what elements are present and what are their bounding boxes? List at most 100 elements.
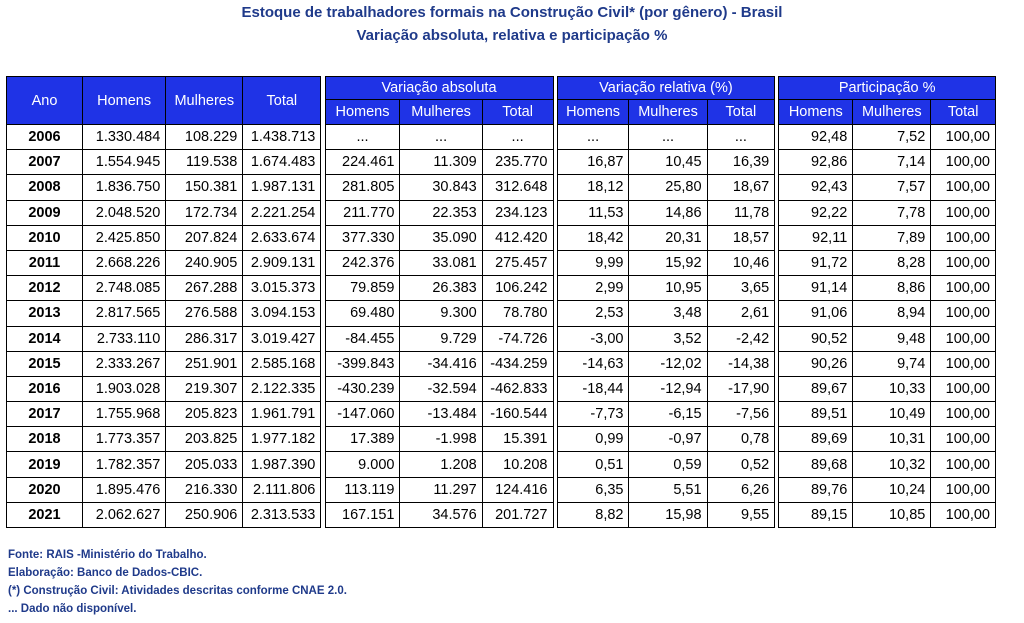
cell-pm: 7,52 <box>852 123 932 151</box>
cell-rh: 11,53 <box>556 199 630 226</box>
cell-at: -462.833 <box>481 375 554 403</box>
cell-m: 108.229 <box>165 123 244 151</box>
cell-pt: 100,00 <box>930 350 996 377</box>
cell-am: 26.383 <box>399 275 483 302</box>
cell-year: 2011 <box>6 249 83 277</box>
cell-ph: 90,52 <box>778 325 854 352</box>
cell-rm: 3,48 <box>628 300 708 327</box>
cell-pt: 100,00 <box>930 451 996 478</box>
cell-am: 9.729 <box>399 325 483 352</box>
subheader-part-total: Total <box>930 99 996 125</box>
cell-rh: 2,99 <box>556 275 630 302</box>
cell-pm: 10,31 <box>852 426 932 453</box>
cell-m: 286.317 <box>165 325 244 352</box>
cell-am: -32.594 <box>399 375 483 403</box>
cell-rt: 9,55 <box>706 501 776 529</box>
column-gap <box>320 225 326 251</box>
table-row: 2011 2.668.226 240.905 2.909.131 242.376 33.0… <box>6 249 996 277</box>
cell-t: 1.987.390 <box>242 451 322 478</box>
cell-rt: 18,57 <box>706 224 776 251</box>
cell-ph: 90,26 <box>778 350 854 377</box>
column-gap <box>774 401 779 427</box>
cell-t: 1.438.713 <box>242 123 322 151</box>
cell-at: -434.259 <box>481 350 554 377</box>
cell-at: 312.648 <box>481 174 554 201</box>
column-gap <box>320 326 326 352</box>
cell-t: 3.015.373 <box>242 275 322 302</box>
footnote-elaboration: Elaboração: Banco de Dados-CBIC. <box>8 567 203 579</box>
cell-year: 2018 <box>6 426 83 453</box>
table-row: 2017 1.755.968 205.823 1.961.791 -147.060 -13… <box>6 401 996 428</box>
table-row: 2009 2.048.520 172.734 2.221.254 211.770 22.3… <box>6 199 996 226</box>
cell-m: 251.901 <box>165 350 244 377</box>
table-row: 2007 1.554.945 119.538 1.674.483 224.461 11.3… <box>6 149 996 176</box>
column-gap <box>320 502 326 528</box>
cell-m: 267.288 <box>165 275 244 302</box>
cell-m: 216.330 <box>165 476 244 503</box>
cell-pt: 100,00 <box>930 149 996 176</box>
cell-ph: 91,72 <box>778 249 854 277</box>
column-gap <box>320 250 326 276</box>
cell-at: 124.416 <box>481 476 554 503</box>
cell-t: 2.313.533 <box>242 501 322 529</box>
header-total: Total <box>242 76 322 125</box>
table-row: 2016 1.903.028 219.307 2.122.335 -430.239 -32… <box>6 375 996 403</box>
cell-rh: 0,51 <box>556 451 630 478</box>
cell-ah: 17.389 <box>324 426 401 453</box>
table-row: 2006 1.330.484 108.229 1.438.713...........… <box>6 123 996 151</box>
cell-rt: 11,78 <box>706 199 776 226</box>
cell-pt: 100,00 <box>930 375 996 403</box>
cell-pt: 100,00 <box>930 300 996 327</box>
cell-ah: -399.843 <box>324 350 401 377</box>
cell-ah: ... <box>324 123 401 151</box>
cell-am: -34.416 <box>399 350 483 377</box>
cell-rh: -3,00 <box>556 325 630 352</box>
column-gap <box>774 426 779 452</box>
cell-ah: 242.376 <box>324 249 401 277</box>
cell-year: 2010 <box>6 224 83 251</box>
column-gap <box>774 502 779 528</box>
table-row: 2018 1.773.357 203.825 1.977.182 17.389 -1.99… <box>6 426 996 453</box>
cell-am: 1.208 <box>399 451 483 478</box>
cell-t: 2.633.674 <box>242 224 322 251</box>
cell-rm: 0,59 <box>628 451 708 478</box>
cell-rh: -7,73 <box>556 401 630 428</box>
column-gap <box>774 351 779 377</box>
cell-pm: 10,49 <box>852 401 932 428</box>
cell-m: 205.033 <box>165 451 244 478</box>
column-gap <box>553 300 558 326</box>
data-table-container: Ano Homens Mulheres Total Variação absol… <box>6 76 996 529</box>
cell-at: 412.420 <box>481 224 554 251</box>
column-gap <box>553 250 558 276</box>
cell-m: 240.905 <box>165 249 244 277</box>
cell-t: 3.019.427 <box>242 325 322 352</box>
footnote-definition: (*) Construção Civil: Atividades descrit… <box>8 585 347 597</box>
cell-ah: 9.000 <box>324 451 401 478</box>
column-gap <box>553 200 558 226</box>
cell-ph: 89,69 <box>778 426 854 453</box>
table-title: Estoque de trabalhadores formais na Cons… <box>241 4 783 21</box>
cell-ah: 113.119 <box>324 476 401 503</box>
cell-rh: 16,87 <box>556 149 630 176</box>
subheader-part-homens: Homens <box>778 99 854 125</box>
cell-rm: -12,02 <box>628 350 708 377</box>
column-gap <box>774 174 779 201</box>
column-gap <box>774 225 779 251</box>
cell-t: 2.111.806 <box>242 476 322 503</box>
cell-year: 2014 <box>6 325 83 352</box>
cell-pm: 10,85 <box>852 501 932 529</box>
cell-rt: 0,78 <box>706 426 776 453</box>
column-gap <box>320 76 326 125</box>
cell-rh: -18,44 <box>556 375 630 403</box>
cell-am: 34.576 <box>399 501 483 529</box>
cell-t: 1.977.182 <box>242 426 322 453</box>
cell-year: 2006 <box>6 123 83 151</box>
cell-m: 207.824 <box>165 224 244 251</box>
cell-pm: 7,57 <box>852 174 932 201</box>
column-gap <box>553 275 558 301</box>
cell-pt: 100,00 <box>930 224 996 251</box>
cell-h: 1.836.750 <box>81 174 167 201</box>
cell-year: 2007 <box>6 149 83 176</box>
cell-am: 30.843 <box>399 174 483 201</box>
cell-ah: 281.805 <box>324 174 401 201</box>
